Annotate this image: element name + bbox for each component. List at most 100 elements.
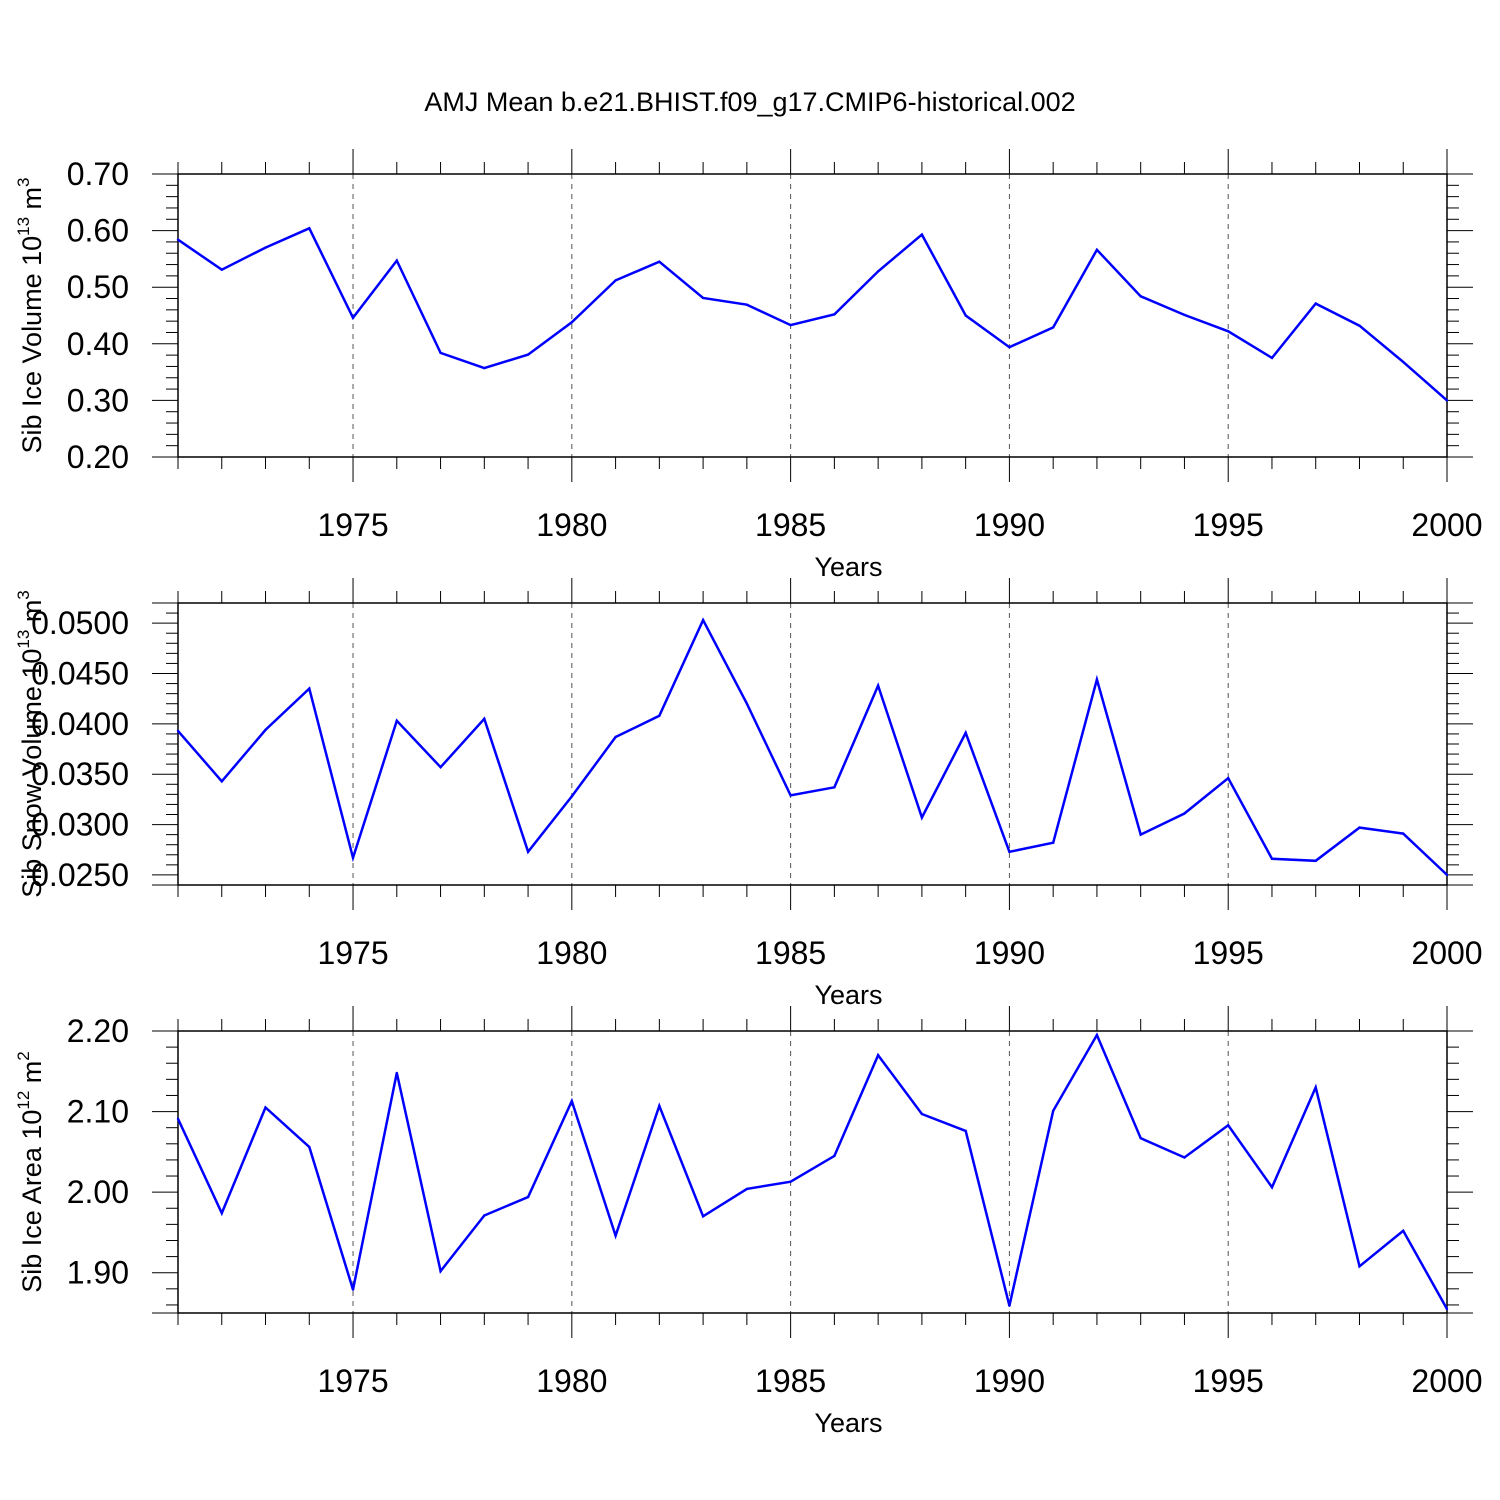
data-point xyxy=(701,296,705,300)
data-point xyxy=(1183,812,1186,815)
data-point xyxy=(1183,1156,1186,1159)
series-line xyxy=(176,1032,1449,1310)
data-point xyxy=(570,795,574,798)
data-point xyxy=(876,270,880,273)
data-point xyxy=(920,816,924,819)
y-tick-label: 0.70 xyxy=(67,156,129,192)
data-point xyxy=(876,1053,880,1057)
x-tick-label: 1985 xyxy=(755,507,826,543)
data-point xyxy=(745,1187,749,1191)
y-axis-label: Sib Ice Volume 1013 m3 xyxy=(14,177,47,453)
y-tick-label: 2.00 xyxy=(67,1174,129,1210)
data-point xyxy=(833,313,836,316)
data-point xyxy=(789,794,792,797)
plot-frame xyxy=(177,1030,1448,1314)
x-tick-label: 1985 xyxy=(755,1363,826,1399)
data-point xyxy=(614,279,617,282)
x-tick-label: 1975 xyxy=(317,507,388,543)
data-point xyxy=(308,1145,311,1149)
x-tick-label: 1995 xyxy=(1193,507,1264,543)
data-point xyxy=(789,1180,792,1183)
x-tick-label: 2000 xyxy=(1411,935,1482,971)
x-tick-label: 1990 xyxy=(974,1363,1045,1399)
data-point xyxy=(789,323,792,327)
data-point xyxy=(1270,857,1274,861)
data-point xyxy=(176,729,180,733)
data-point xyxy=(1402,1229,1405,1233)
y-tick-label: 2.10 xyxy=(67,1094,129,1130)
data-point xyxy=(876,684,880,687)
x-tick-label: 1985 xyxy=(755,935,826,971)
y-axis-label-unit: m xyxy=(17,600,47,630)
data-point xyxy=(1095,678,1099,681)
chart-panel-2: 1975 1980 1985 1990 1995 2000 Years 0.0250 0.030… xyxy=(14,578,1483,1010)
chart-panel-1: 1975 1980 1985 1990 1995 2000 Years 0.20 0.30 0.4… xyxy=(14,149,1483,582)
series-line xyxy=(177,617,1448,876)
data-point xyxy=(308,227,311,230)
data-point xyxy=(264,728,267,732)
y-tick-label: 0.0250 xyxy=(31,857,129,893)
data-point xyxy=(395,259,398,262)
data-point xyxy=(614,1234,617,1237)
data-point xyxy=(833,786,836,789)
x-tick-label: 1995 xyxy=(1193,935,1264,971)
data-point xyxy=(1008,345,1011,349)
x-tick-label: 1980 xyxy=(536,935,607,971)
data-point xyxy=(701,618,705,622)
y-axis-label: Sib Snow Volume 1013 m3 xyxy=(14,590,47,898)
x-tick-label: 1975 xyxy=(317,1363,388,1399)
data-point xyxy=(1270,356,1274,360)
data-point xyxy=(1227,330,1230,333)
x-tick-label: 1990 xyxy=(974,507,1045,543)
data-point xyxy=(1183,313,1186,317)
data-point xyxy=(526,353,530,356)
data-point xyxy=(745,303,749,306)
data-point xyxy=(1445,1307,1449,1311)
x-tick-label: 1980 xyxy=(536,1363,607,1399)
y-axis-label-unit: m xyxy=(17,187,47,217)
data-point xyxy=(220,780,223,783)
data-point xyxy=(351,856,355,860)
data-point xyxy=(1051,326,1055,329)
data-point xyxy=(1008,1304,1011,1307)
data-point xyxy=(1095,248,1099,252)
y-tick-label: 0.0400 xyxy=(31,706,129,742)
data-point xyxy=(176,238,180,241)
chart-panel-3: 1975 1980 1985 1990 1995 2000 Years 1.90 2.00 2.1… xyxy=(14,1006,1483,1438)
data-point xyxy=(526,850,530,853)
y-axis-label-text: Sib Ice Volume 10 xyxy=(17,236,47,454)
y-tick-label: 0.0500 xyxy=(31,605,129,641)
x-tick-label: 2000 xyxy=(1411,1363,1482,1399)
data-point xyxy=(1270,1186,1274,1189)
y-axis-label-exponent: 13 xyxy=(14,630,33,649)
data-point xyxy=(264,246,267,249)
data-point xyxy=(1051,1109,1055,1112)
y-axis-label-exponent: 13 xyxy=(14,217,33,236)
x-axis-label: Years xyxy=(814,980,882,1010)
data-point xyxy=(570,1099,574,1103)
y-axis-label: Sib Ice Area 1012 m2 xyxy=(14,1051,47,1293)
data-point xyxy=(1008,850,1011,853)
data-point xyxy=(1445,873,1449,877)
data-point xyxy=(1402,360,1405,364)
data-point xyxy=(220,268,223,271)
y-axis-label-exponent: 2 xyxy=(14,1051,33,1060)
x-axis-label: Years xyxy=(814,1408,882,1438)
data-point xyxy=(439,351,442,355)
x-tick-label: 1980 xyxy=(536,507,607,543)
y-tick-label: 1.90 xyxy=(67,1255,129,1291)
data-point xyxy=(570,321,574,324)
data-point xyxy=(1227,777,1230,780)
y-axis-label-unit: m xyxy=(17,1061,47,1091)
y-tick-label: 0.30 xyxy=(67,382,129,418)
data-point xyxy=(526,1195,530,1199)
y-axis-label-exponent: 12 xyxy=(14,1091,33,1110)
data-point xyxy=(220,1211,223,1215)
y-tick-label: 0.50 xyxy=(67,269,129,305)
x-tick-label: 1990 xyxy=(974,935,1045,971)
y-tick-label: 0.0450 xyxy=(31,656,129,692)
x-tick-label: 2000 xyxy=(1411,507,1482,543)
data-point xyxy=(483,1214,486,1217)
data-point xyxy=(395,719,398,723)
